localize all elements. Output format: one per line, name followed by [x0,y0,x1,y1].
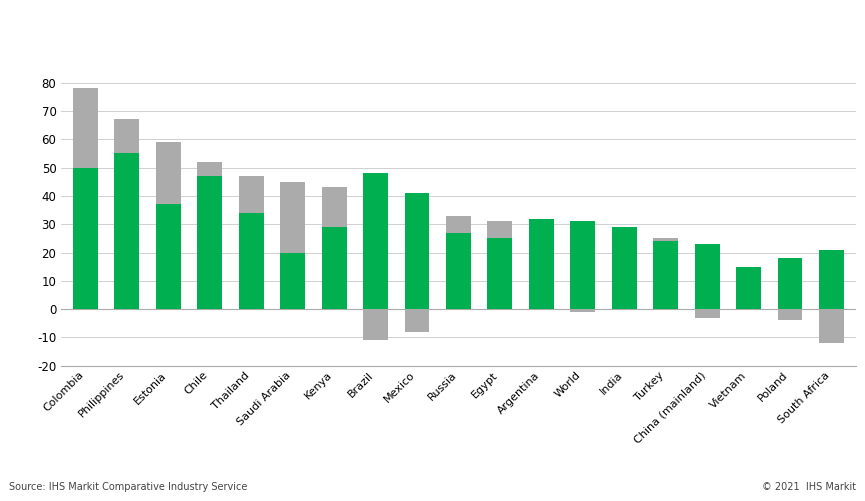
Bar [446,232,471,309]
Bar [778,258,803,309]
Bar [280,253,305,309]
Bar [322,187,347,227]
Bar [446,216,471,232]
Bar [114,119,139,153]
Bar [322,227,347,309]
Bar [405,193,429,309]
Text: © 2021  IHS Markit: © 2021 IHS Markit [762,482,856,492]
Bar [197,162,222,176]
Bar [73,168,98,309]
Text: Emerging markets: Change in non-financial corporate gearing since start of pande: Emerging markets: Change in non-financia… [10,21,791,54]
Bar [778,309,803,321]
Bar [363,173,388,309]
Bar [695,244,720,309]
Bar [488,238,512,309]
Bar [529,218,554,309]
Bar [73,88,98,168]
Bar [653,241,678,309]
Bar [239,213,264,309]
Bar [488,221,512,238]
Bar [612,227,637,309]
Bar [197,176,222,309]
Bar [819,249,844,309]
Bar [653,238,678,241]
Bar [114,153,139,309]
Bar [570,221,595,309]
Bar [736,267,761,309]
Bar [819,309,844,343]
Bar [156,204,181,309]
Bar [570,309,595,312]
Bar [280,182,305,253]
Bar [695,309,720,318]
Bar [156,142,181,204]
Text: Source: IHS Markit Comparative Industry Service: Source: IHS Markit Comparative Industry … [9,482,247,492]
Bar [239,176,264,213]
Bar [363,309,388,340]
Bar [405,309,429,332]
